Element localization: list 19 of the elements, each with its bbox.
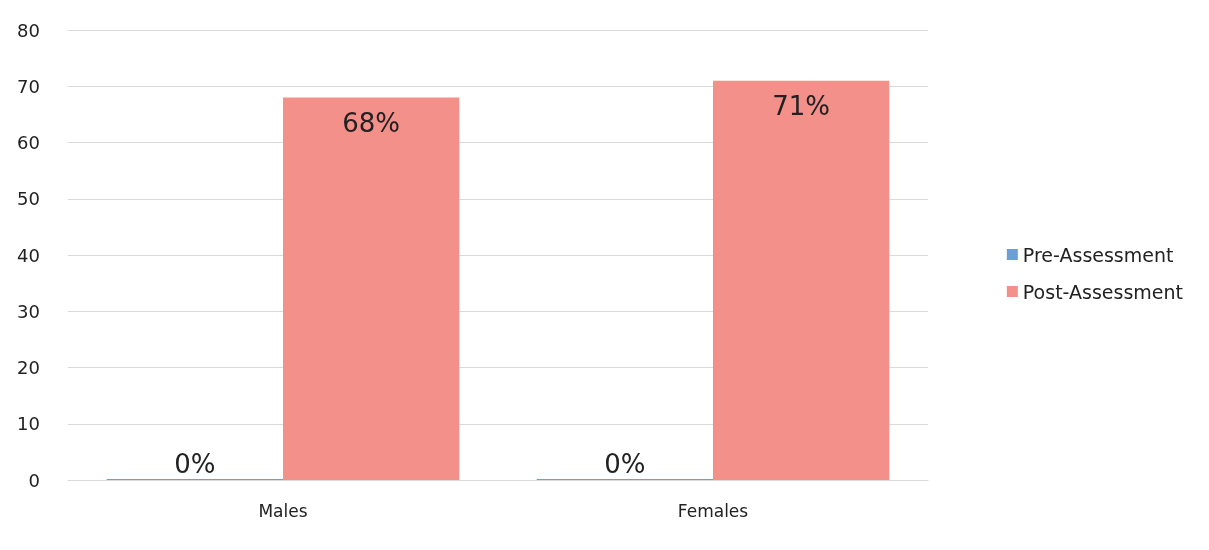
x-tick-label: Males [258, 500, 308, 521]
y-tick-label: 30 [17, 300, 40, 322]
y-tick-label: 80 [17, 19, 40, 41]
bar [283, 97, 460, 480]
data-label: 68% [342, 107, 401, 138]
legend-label: Pre-Assessment [1022, 243, 1174, 266]
y-tick-label: 0 [28, 469, 40, 491]
data-label: 0% [174, 449, 216, 479]
y-tick-label: 70 [17, 75, 40, 97]
bar [713, 80, 890, 480]
y-tick-label: 10 [17, 413, 40, 435]
y-tick-label: 40 [17, 244, 40, 266]
data-label: 0% [604, 449, 646, 479]
x-tick-label: Females [677, 500, 749, 521]
data-label: 71% [772, 90, 831, 121]
y-tick-label: 20 [17, 357, 40, 378]
y-tick-label: 50 [17, 188, 40, 210]
legend-label: Post-Assessment [1022, 280, 1184, 303]
y-tick-label: 60 [17, 132, 40, 153]
